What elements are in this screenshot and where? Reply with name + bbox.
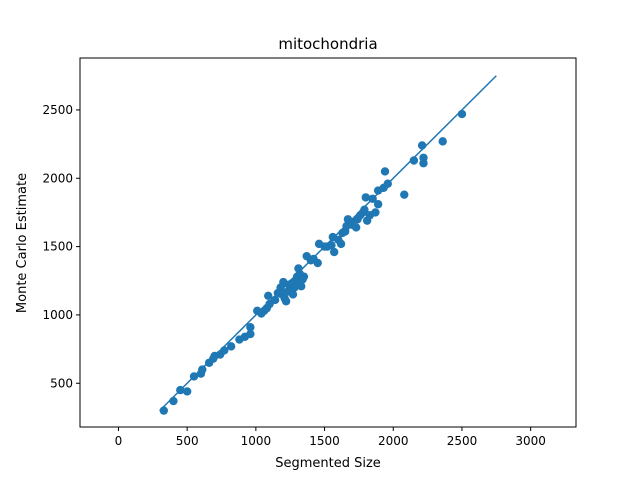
y-axis-title: Monte Carlo Estimate <box>15 173 30 313</box>
data-point <box>176 385 185 395</box>
data-point <box>351 223 361 232</box>
data-point <box>226 342 236 351</box>
data-point <box>198 365 207 374</box>
data-point <box>264 291 273 300</box>
x-tick-label: 1500 <box>309 434 340 448</box>
data-point <box>329 247 339 257</box>
x-axis: 0 500 1000 1500 2000 2500 3000 <box>115 427 546 448</box>
y-tick-label: 2500 <box>42 103 73 117</box>
data-point <box>400 190 409 199</box>
data-point <box>336 239 346 249</box>
x-tick-label: 500 <box>176 434 199 448</box>
y-tick-label: 1000 <box>42 308 73 322</box>
data-point <box>281 297 291 306</box>
data-point <box>294 264 303 273</box>
data-point <box>438 137 447 146</box>
y-tick-label: 2000 <box>42 171 73 185</box>
chart-title: mitochondria <box>278 35 377 53</box>
x-tick-label: 1000 <box>241 434 272 448</box>
data-point <box>419 159 428 168</box>
y-tick-label: 500 <box>50 376 73 390</box>
x-tick-label: 2500 <box>447 434 478 448</box>
data-point <box>270 295 280 305</box>
data-point <box>313 258 322 268</box>
data-point <box>409 156 419 165</box>
x-tick-label: 2000 <box>378 434 409 448</box>
data-point <box>368 194 377 203</box>
data-point <box>159 406 169 415</box>
data-point <box>220 346 229 355</box>
data-point <box>327 241 336 250</box>
data-point <box>299 272 309 281</box>
data-point <box>169 396 178 406</box>
y-tick-label: 1500 <box>42 240 73 254</box>
data-point <box>383 179 392 188</box>
data-point <box>288 290 298 299</box>
data-point <box>457 109 467 119</box>
x-axis-title: Segmented Size <box>275 456 381 471</box>
data-point <box>373 200 383 209</box>
data-point <box>361 193 370 202</box>
x-tick-label: 3000 <box>515 434 546 448</box>
data-point <box>189 372 199 381</box>
data-point <box>371 208 380 217</box>
plot-frame <box>79 57 577 428</box>
plot-area <box>159 75 497 415</box>
data-point <box>182 387 192 396</box>
data-point <box>246 323 255 332</box>
x-tick-label: 0 <box>115 434 123 448</box>
data-point <box>360 205 369 214</box>
data-point <box>246 329 255 339</box>
data-point <box>417 141 427 150</box>
data-point <box>297 282 306 291</box>
data-point <box>380 167 390 176</box>
y-axis: 500 1000 1500 2000 2500 <box>42 103 80 390</box>
